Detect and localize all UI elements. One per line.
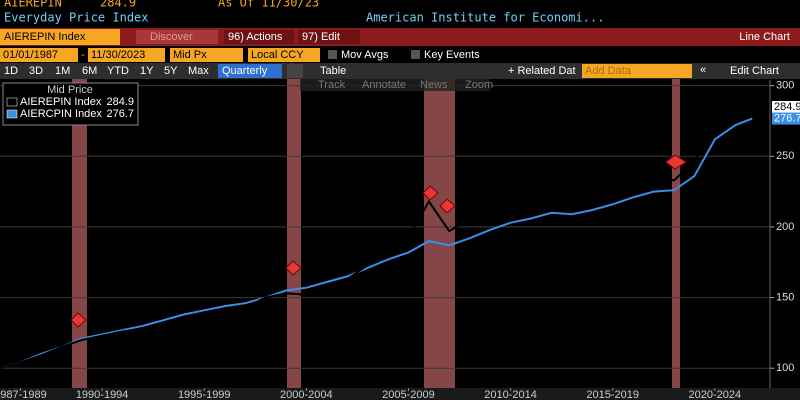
end-date-text: 11/30/2023 (91, 49, 145, 61)
series-line (0, 117, 753, 370)
x-tick-label: 2010-2014 (484, 389, 537, 400)
recession-band (424, 79, 455, 388)
security-field-text: AIEREPIN Index (4, 31, 86, 43)
period-button[interactable]: 1M (55, 65, 70, 77)
collapse-button[interactable]: « (700, 64, 706, 76)
overlay-button[interactable]: News (420, 79, 448, 91)
chart-type-icon[interactable] (287, 64, 303, 78)
period-button[interactable]: 1Y (140, 65, 154, 77)
field-select[interactable] (170, 48, 243, 62)
period-button[interactable]: YTD (107, 65, 129, 77)
event-markers (70, 154, 687, 328)
security-field[interactable] (0, 29, 120, 45)
event-marker[interactable] (439, 198, 456, 214)
event-marker[interactable] (70, 312, 87, 328)
legend-value: 284.9 (106, 96, 134, 108)
overlay-button[interactable]: Annotate (362, 79, 406, 91)
actions-button[interactable] (224, 30, 294, 44)
series-line (0, 102, 753, 370)
header-bg (0, 0, 800, 28)
legend-label: AIERCPIN Index (20, 108, 102, 120)
discover-button[interactable] (136, 30, 218, 44)
event-marker[interactable] (665, 154, 687, 170)
x-tick-label: 2020-2024 (689, 389, 742, 400)
last-value-label: 276.7 (774, 112, 800, 124)
add-data-text: Add Data (585, 65, 632, 77)
overlay-toolbar (300, 79, 490, 91)
field-select-text: Mid Px (173, 49, 207, 61)
x-tick-label: 1987-1989 (0, 389, 47, 400)
edit-button[interactable] (298, 30, 360, 44)
currency-select[interactable] (248, 48, 320, 62)
table-button[interactable]: Table (320, 65, 346, 77)
legend-title: Mid Price (47, 84, 93, 96)
x-tick-label: 1990-1994 (76, 389, 129, 400)
y-tick-label: 150 (776, 291, 794, 303)
legend-swatch (6, 97, 18, 107)
period-buttons: 1D 3D 1M 6M YTD 1Y 5Y Max (4, 65, 209, 77)
event-marker[interactable] (422, 185, 439, 201)
x-tick-label: 1995-1999 (178, 389, 231, 400)
mov-avgs-checkbox[interactable] (328, 50, 337, 59)
start-date-text: 01/01/1987 (3, 49, 58, 61)
period-button[interactable]: Max (188, 65, 209, 77)
as-of: As Of 11/30/23 (218, 0, 319, 10)
x-tick-label: 2000-2004 (280, 389, 333, 400)
period-button[interactable]: 5Y (164, 65, 178, 77)
overlay-button[interactable]: Track (318, 79, 346, 91)
x-tick-label: 2015-2019 (586, 389, 639, 400)
y-tick-label: 250 (776, 150, 794, 162)
end-date[interactable] (88, 48, 165, 62)
start-date[interactable] (0, 48, 78, 62)
plot: 100 150 200 250 300 1987-1989 1990-1994 1995-19… (0, 80, 800, 400)
chart-bg (0, 79, 800, 400)
overlay-buttons: Track Annotate News Zoom (318, 79, 493, 91)
event-marker[interactable] (285, 260, 302, 276)
source: American Institute for Economi... (366, 11, 604, 25)
frequency-label: Quarterly (222, 65, 268, 77)
edit-chart-button[interactable]: Edit Chart (730, 65, 779, 77)
legend: AIEREPIN Index 284.9 AIERCPIN Index 276.7 (6, 96, 134, 120)
x-axis-strip (0, 388, 800, 400)
legend-label: AIEREPIN Index (20, 96, 102, 108)
recession-band (287, 79, 301, 388)
period-button[interactable]: 3D (29, 65, 43, 77)
overlay-button[interactable]: Zoom (465, 79, 493, 91)
legend-swatch (6, 109, 18, 119)
view-title: Line Chart (739, 31, 790, 43)
period-button[interactable]: 1D (4, 65, 18, 77)
legend-value: 276.7 (106, 108, 134, 120)
period-button[interactable]: 6M (82, 65, 97, 77)
add-data-field[interactable] (582, 64, 692, 78)
y-tick-label: 200 (776, 221, 794, 233)
currency-select-text: Local CCY (251, 49, 304, 61)
actions-label: 96) Actions (228, 31, 283, 43)
last-value-tag (772, 100, 800, 113)
ticker: AIEREPIN (4, 0, 62, 10)
related-data[interactable]: + Related Dat (508, 65, 576, 77)
last-value-label: 284.9 (774, 101, 800, 113)
last-value-tag (772, 112, 800, 125)
y-tick-label: 300 (776, 80, 794, 92)
legend-box (2, 82, 139, 126)
mov-avgs-label: Mov Avgs (341, 49, 389, 61)
discover-label: Discover (150, 31, 193, 43)
key-events-label: Key Events (424, 49, 480, 61)
recession-band (672, 79, 680, 388)
security-name: Everyday Price Index (4, 11, 149, 25)
frequency-select[interactable] (218, 64, 282, 78)
x-tick-label: 2005-2009 (382, 389, 435, 400)
edit-label: 97) Edit (302, 31, 340, 43)
key-events-checkbox[interactable] (411, 50, 420, 59)
y-tick-label: 100 (776, 362, 794, 374)
price: 284.9 (100, 0, 136, 10)
date-separator: - (81, 49, 85, 61)
